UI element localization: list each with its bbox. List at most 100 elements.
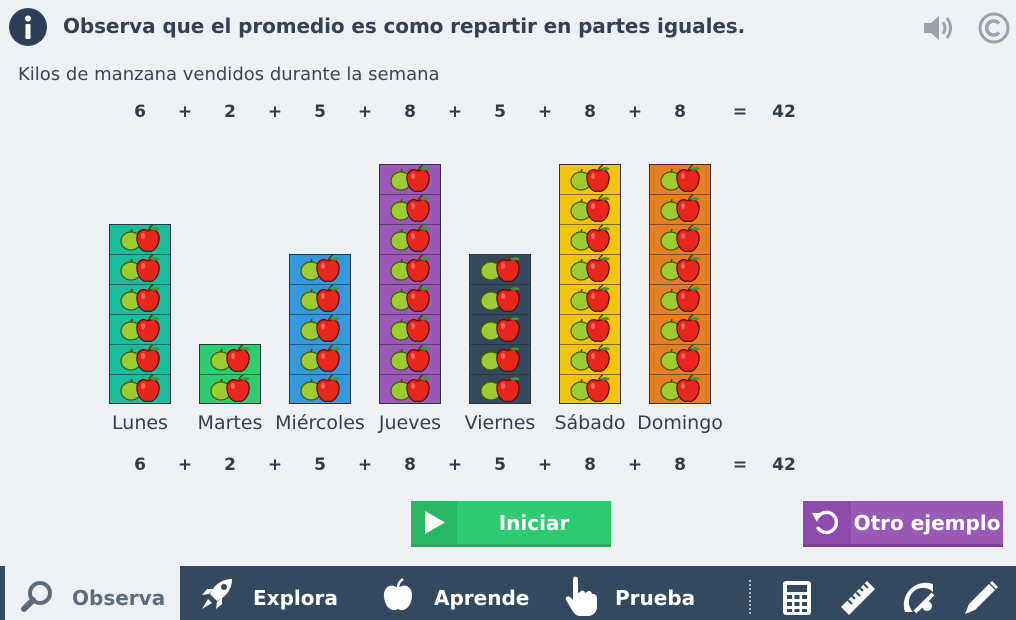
sum-term: 5: [314, 455, 326, 475]
day-label: Jueves: [378, 412, 442, 434]
plus-sign: +: [447, 102, 463, 122]
page-title: Observa que el promedio es como repartir…: [63, 14, 746, 38]
chart-subtitle: Kilos de manzana vendidos durante la sem…: [18, 64, 440, 85]
apple-crate: [380, 195, 440, 225]
tab-aprende[interactable]: Aprende: [360, 566, 550, 620]
info-icon[interactable]: [9, 8, 47, 46]
apple-crate: [110, 255, 170, 285]
plus-sign: +: [537, 455, 553, 475]
apple-crate: [650, 285, 710, 315]
sum-term: 2: [224, 102, 236, 122]
apple-crate: [560, 165, 620, 195]
tab-label: Aprende: [434, 586, 530, 610]
apple-crate: [110, 345, 170, 375]
apple-crate: [110, 285, 170, 315]
apple-crate: [290, 375, 350, 405]
apple-crate: [650, 165, 710, 195]
protractor-icon[interactable]: [901, 580, 937, 616]
apple-crate: [470, 315, 530, 345]
ruler-icon[interactable]: [840, 580, 876, 616]
day-label: Viernes: [464, 412, 536, 434]
sum-term: 8: [584, 455, 596, 475]
calculator-icon[interactable]: [779, 580, 815, 616]
other-example-label: Otro ejemplo: [853, 511, 1001, 535]
apple-crate: [650, 315, 710, 345]
start-button[interactable]: Iniciar: [411, 501, 611, 547]
tab-label: Observa: [72, 586, 166, 610]
apple-crate: [650, 255, 710, 285]
apple-crate: [380, 225, 440, 255]
sum-term: 8: [674, 455, 686, 475]
apple-crate: [560, 225, 620, 255]
sum-total: 42: [772, 455, 796, 475]
speaker-icon[interactable]: [921, 12, 957, 44]
bar-lunes: [109, 224, 171, 404]
apple-crate: [110, 315, 170, 345]
apple-crate: [380, 255, 440, 285]
apple-crate: [470, 345, 530, 375]
tab-prueba[interactable]: Prueba: [550, 566, 740, 620]
day-label: Lunes: [112, 412, 168, 434]
apple-crate: [200, 375, 260, 405]
sum-term: 5: [494, 102, 506, 122]
apple-crate: [290, 255, 350, 285]
bar-jueves: [379, 164, 441, 404]
pencil-icon[interactable]: [963, 580, 999, 616]
bar-martes: [199, 344, 261, 404]
apple-crate: [290, 285, 350, 315]
apple-crate: [470, 285, 530, 315]
magnifier-icon: [21, 581, 52, 612]
apple-crate: [380, 315, 440, 345]
tab-label: Explora: [253, 586, 338, 610]
apple-crate: [650, 375, 710, 405]
apple-crate: [560, 195, 620, 225]
apple-crate: [110, 225, 170, 255]
tab-label: Prueba: [615, 586, 696, 610]
apple-crate: [290, 345, 350, 375]
bar-domingo: [649, 164, 711, 404]
plus-sign: +: [627, 455, 643, 475]
start-button-label: Iniciar: [498, 511, 570, 535]
refresh-icon: [803, 501, 851, 544]
sum-term: 2: [224, 455, 236, 475]
plus-sign: +: [357, 455, 373, 475]
equals-sign: =: [732, 102, 748, 122]
plus-sign: +: [447, 455, 463, 475]
plus-sign: +: [267, 455, 283, 475]
equals-sign: =: [732, 455, 748, 475]
apple-crate: [560, 285, 620, 315]
sum-term: 8: [404, 102, 416, 122]
day-label: Martes: [197, 412, 263, 434]
other-example-button[interactable]: Otro ejemplo: [803, 501, 1003, 547]
sum-term: 6: [134, 455, 146, 475]
tab-explora[interactable]: Explora: [180, 566, 360, 620]
plus-sign: +: [177, 455, 193, 475]
plus-sign: +: [177, 102, 193, 122]
play-icon: [411, 501, 457, 544]
apple-crate: [650, 195, 710, 225]
sum-term: 5: [494, 455, 506, 475]
tab-observa[interactable]: Observa: [5, 566, 180, 620]
apple-crate: [470, 255, 530, 285]
nav-separator: [749, 580, 751, 614]
plus-sign: +: [267, 102, 283, 122]
sum-row-bottom: 6 + 2 + 5 + 8 + 5 + 8 + 8 = 42: [0, 455, 1016, 479]
apple-crate: [560, 255, 620, 285]
bottom-nav: Observa Explora Aprende Prueba: [0, 566, 1016, 620]
sum-term: 8: [674, 102, 686, 122]
apple-crate: [380, 345, 440, 375]
copyright-icon[interactable]: [977, 11, 1011, 45]
sum-term: 8: [404, 455, 416, 475]
apple-crate: [560, 345, 620, 375]
bar-miércoles: [289, 254, 351, 404]
day-label: Miércoles: [275, 412, 365, 434]
apple-crate: [200, 345, 260, 375]
apple-crate: [380, 375, 440, 405]
apple-crate: [380, 165, 440, 195]
apple-crate: [470, 375, 530, 405]
bar-sábado: [559, 164, 621, 404]
apple-crate: [650, 345, 710, 375]
sum-total: 42: [772, 102, 796, 122]
plus-sign: +: [627, 102, 643, 122]
apple-crate: [290, 315, 350, 345]
